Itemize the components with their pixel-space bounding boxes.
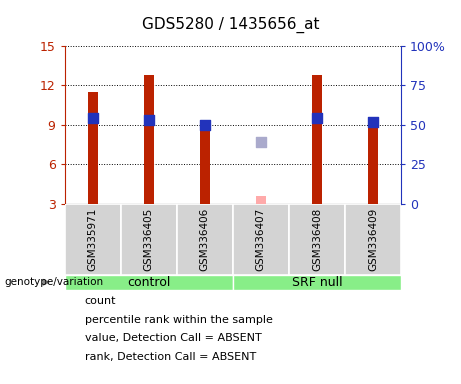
Text: value, Detection Call = ABSENT: value, Detection Call = ABSENT: [85, 333, 261, 343]
Text: control: control: [127, 276, 171, 289]
Text: GSM336406: GSM336406: [200, 207, 210, 271]
Text: GSM335971: GSM335971: [88, 207, 98, 271]
Text: percentile rank within the sample: percentile rank within the sample: [85, 315, 273, 325]
Bar: [256, 196, 266, 204]
Bar: [312, 75, 322, 204]
Point: [145, 116, 152, 122]
Bar: [65, 275, 233, 290]
Bar: [177, 204, 233, 275]
Bar: [144, 75, 154, 204]
Bar: [345, 204, 401, 275]
Bar: [200, 127, 210, 204]
Bar: [88, 92, 98, 204]
Point: [313, 115, 321, 121]
Point: [201, 122, 208, 128]
Text: genotype/variation: genotype/variation: [5, 277, 104, 287]
Bar: [65, 204, 121, 275]
Text: GSM336407: GSM336407: [256, 207, 266, 271]
Text: rank, Detection Call = ABSENT: rank, Detection Call = ABSENT: [85, 352, 256, 362]
Text: SRF null: SRF null: [292, 276, 342, 289]
Bar: [233, 204, 289, 275]
Bar: [289, 204, 345, 275]
Text: GDS5280 / 1435656_at: GDS5280 / 1435656_at: [142, 17, 319, 33]
Point: [89, 115, 96, 121]
Text: count: count: [85, 296, 116, 306]
Bar: [121, 204, 177, 275]
Bar: [368, 125, 378, 204]
Text: GSM336408: GSM336408: [312, 207, 322, 271]
Point: [369, 119, 377, 125]
Text: GSM336405: GSM336405: [144, 207, 154, 271]
Text: GSM336409: GSM336409: [368, 207, 378, 271]
Bar: [233, 275, 401, 290]
Point: [257, 139, 265, 145]
